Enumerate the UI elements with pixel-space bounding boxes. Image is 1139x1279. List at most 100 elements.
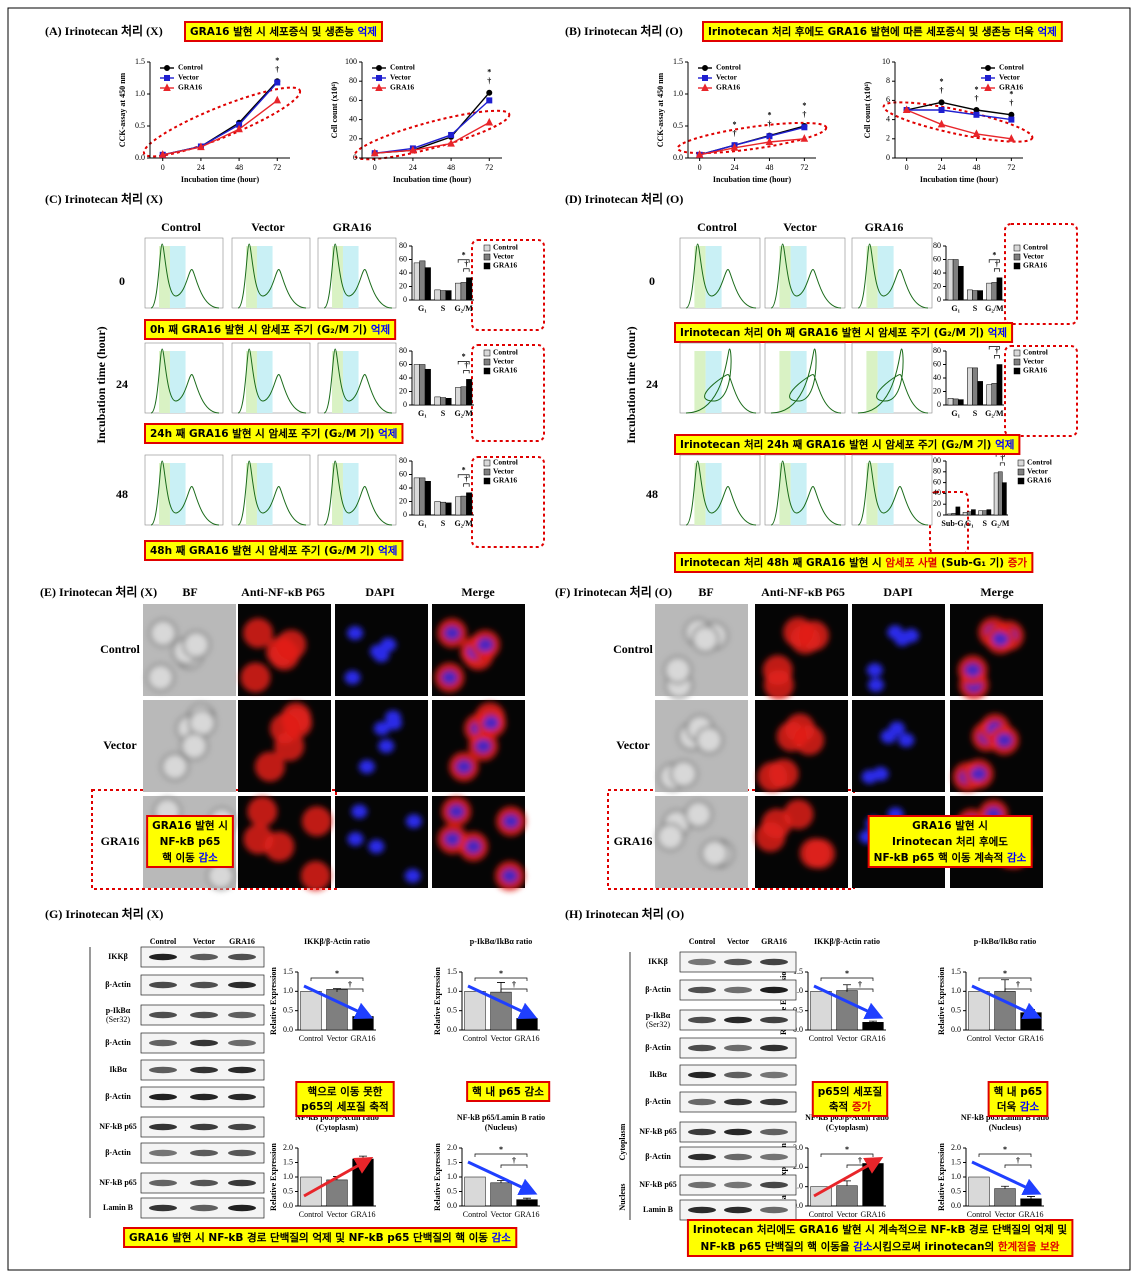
legend-label: Vector: [493, 357, 515, 366]
y-tick-label: 0: [886, 153, 890, 162]
y-tick-label: 0.0: [793, 1025, 803, 1034]
bar: [439, 501, 447, 516]
bar: [445, 290, 452, 301]
blot-band: [724, 1206, 752, 1214]
legend-label: GRA16: [390, 83, 414, 92]
bar: [952, 398, 959, 406]
bar: [445, 502, 452, 516]
significance-mark: *: [487, 68, 491, 77]
blot-band: [228, 1123, 256, 1131]
column-header: BF: [182, 585, 197, 599]
y-tick-label: 1.5: [673, 57, 683, 66]
marker: [938, 107, 945, 113]
significance-mark: †: [512, 1156, 516, 1165]
x-tick-label: 0: [373, 163, 377, 172]
marker: [702, 75, 708, 81]
y-axis-label: CCK-assay at 450 nm: [656, 72, 665, 147]
highlight-box: [867, 815, 1033, 868]
y-tick-label: 20: [399, 496, 407, 505]
legend-swatch: [483, 253, 491, 261]
bar: [419, 364, 426, 406]
significance-mark: †: [802, 110, 806, 119]
marker: [801, 124, 808, 131]
blot-band: [688, 1016, 716, 1024]
highlight-text: Irinotecan 처리 48h 째 GRA16 발현 시 암세포 사멸 (S…: [680, 556, 1027, 569]
text-segment: 억제: [378, 544, 397, 557]
significance-mark: †: [275, 65, 279, 74]
x-tick-label: GRA16: [861, 1210, 886, 1219]
highlight-box: [144, 423, 404, 444]
panel-title: (A) Irinotecan 처리 (X): [45, 23, 163, 38]
y-tick-label: 20: [933, 281, 941, 290]
blot-band: [724, 1128, 752, 1136]
significance-mark: †: [858, 1156, 862, 1165]
dapi-signal: [344, 670, 361, 685]
blot-band: [228, 1093, 256, 1101]
fraction-label: Cytoplasm: [618, 1123, 627, 1160]
significance-mark: *: [1009, 90, 1013, 99]
legend-swatch: [1017, 459, 1025, 467]
x-tick-label: G₂/M: [991, 519, 1010, 528]
micrograph-cells: [344, 626, 397, 685]
dapi-signal: [380, 637, 397, 652]
p65-signal: [762, 655, 793, 686]
y-tick-label: 60: [933, 254, 941, 263]
blot-label: β-Actin: [105, 980, 131, 989]
g1-gate: [779, 351, 791, 413]
lane-header: Vector: [727, 937, 750, 946]
g1-gate: [332, 351, 343, 413]
micrograph-cells: [448, 702, 507, 782]
g1-gate: [159, 463, 170, 525]
y-tick-label: 0.0: [793, 1201, 803, 1210]
significance-bracket: [978, 977, 1032, 981]
highlight-box: [811, 1081, 889, 1117]
y-axis-label: Cell count (x10⁴): [330, 81, 339, 138]
row-label: Vector: [103, 738, 137, 752]
blot-band: [228, 1039, 256, 1047]
legend-label: Vector: [1023, 357, 1045, 366]
blot-label: p-IkBα: [646, 1011, 671, 1020]
significance-mark: *: [462, 466, 466, 475]
bar: [810, 991, 832, 1031]
highlight-box: [466, 1081, 551, 1102]
y-tick-label: 8: [886, 76, 890, 85]
blot-band: [228, 1179, 256, 1187]
x-tick-label: Control: [809, 1034, 834, 1043]
highlight-text: Irinotecan 처리 후에도: [892, 835, 1008, 848]
bar: [490, 1182, 512, 1207]
blot-sublabel: (Ser32): [646, 1020, 670, 1029]
highlight-box: [702, 21, 1063, 42]
blot-label: Lamin B: [643, 1205, 674, 1214]
y-tick-label: 0.0: [283, 1025, 293, 1034]
line-series: [162, 99, 278, 156]
bar: [947, 398, 954, 406]
significance-bracket: [999, 462, 1005, 466]
legend-label: GRA16: [999, 83, 1023, 92]
legend-label: Vector: [390, 73, 412, 82]
bar: [862, 1022, 884, 1031]
x-tick-label: 0: [698, 163, 702, 172]
text-segment: 한계점을 보완: [998, 1240, 1060, 1253]
g1-gate: [694, 246, 706, 308]
g1-gate: [779, 246, 791, 308]
legend-label: Control: [716, 63, 741, 72]
significance-mark: *: [733, 120, 737, 129]
legend-label: GRA16: [493, 366, 517, 375]
bar: [326, 1179, 348, 1207]
marker: [485, 117, 494, 126]
chart-title: p-IkBα/IkBα ratio: [470, 937, 533, 946]
s-gate: [790, 246, 807, 308]
y-tick-label: 1.5: [447, 1157, 457, 1166]
significance-bracket: [846, 988, 874, 992]
cell-outline: [146, 663, 175, 692]
panel-title: (C) Irinotecan 처리 (X): [45, 191, 163, 206]
bar: [810, 1186, 832, 1207]
flow-histogram-curve: [685, 243, 757, 309]
highlight-text: 48h 째 GRA16 발현 시 암세포 주기 (G₂/M 기) 억제: [150, 544, 397, 557]
s-gate: [169, 351, 186, 413]
legend-label: Vector: [1023, 252, 1045, 261]
row-label: GRA16: [101, 834, 140, 848]
legend-label: GRA16: [1027, 476, 1051, 485]
dapi-signal: [477, 637, 494, 652]
y-axis-label: Cell count (x10⁴): [863, 81, 872, 138]
